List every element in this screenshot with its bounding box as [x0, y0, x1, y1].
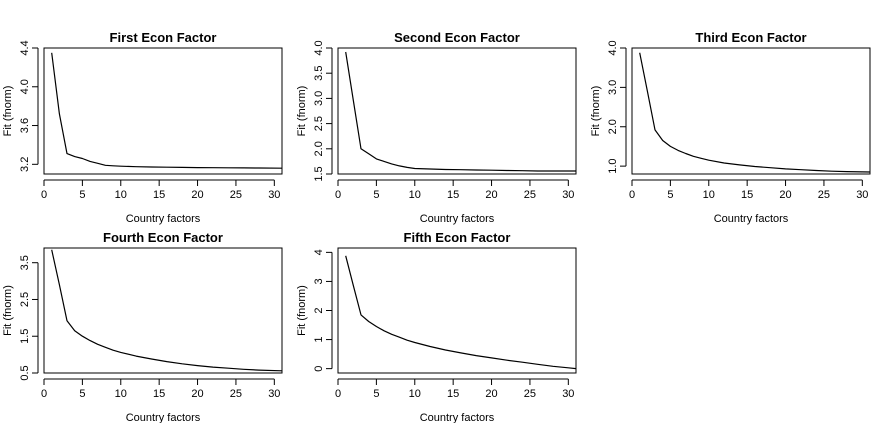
y-tick-label: 3.6 — [19, 118, 31, 133]
x-tick-label: 0 — [629, 189, 635, 201]
series-line — [51, 52, 283, 169]
x-tick-label: 5 — [373, 189, 379, 201]
chart-title: Fifth Econ Factor — [404, 230, 511, 245]
x-tick-label: 20 — [191, 189, 203, 201]
x-tick-label: 30 — [562, 388, 574, 400]
y-tick-label: 1 — [313, 337, 325, 343]
x-axis-label: Country factors — [126, 213, 201, 225]
x-tick-label: 10 — [409, 388, 421, 400]
y-axis-label: Fit (fnorm) — [296, 86, 308, 137]
y-tick-label: 1.5 — [19, 329, 31, 344]
y-tick-label: 1.5 — [313, 166, 325, 181]
x-tick-label: 5 — [373, 388, 379, 400]
plot-frame — [337, 47, 577, 175]
y-tick-label: 2.0 — [313, 141, 325, 156]
x-tick-label: 20 — [779, 189, 791, 201]
x-axis-label: Country factors — [126, 412, 201, 423]
y-tick-label: 3.5 — [313, 66, 325, 81]
x-axis-label: Country factors — [420, 412, 495, 423]
x-axis-label: Country factors — [714, 213, 789, 225]
x-tick-label: 5 — [79, 388, 85, 400]
x-tick-label: 20 — [191, 388, 203, 400]
x-axis-label: Country factors — [420, 213, 495, 225]
y-tick-label: 0 — [313, 366, 325, 372]
x-tick-label: 10 — [115, 388, 127, 400]
y-tick-label: 4.4 — [19, 40, 31, 55]
plot-frame — [337, 247, 577, 374]
x-tick-label: 15 — [741, 189, 753, 201]
y-tick-label: 3.0 — [607, 80, 619, 95]
y-tick-label: 1.0 — [607, 158, 619, 173]
x-tick-label: 10 — [703, 189, 715, 201]
x-tick-label: 15 — [447, 388, 459, 400]
y-axis-label: Fit (fnorm) — [2, 86, 14, 137]
y-tick-label: 4.0 — [19, 79, 31, 94]
x-tick-label: 15 — [153, 388, 165, 400]
x-tick-label: 30 — [268, 388, 280, 400]
x-tick-label: 0 — [41, 189, 47, 201]
y-tick-label: 2.5 — [19, 292, 31, 307]
x-tick-label: 0 — [41, 388, 47, 400]
series-line — [51, 249, 283, 372]
x-tick-label: 25 — [524, 388, 536, 400]
chart-panel-4: Fourth Econ Factor 0 5 10 15 20 25 30 0.5 1.5 2.5 3… — [2, 230, 283, 423]
chart-panel-1: First Econ Factor 0 5 10 15 20 25 30 3.2 3.6 4.0 4.… — [2, 30, 283, 225]
chart-title: First Econ Factor — [110, 30, 217, 45]
x-tick-label: 5 — [79, 189, 85, 201]
y-axis-label: Fit (fnorm) — [590, 86, 602, 137]
y-tick-label: 3.5 — [19, 255, 31, 270]
x-tick-label: 15 — [447, 189, 459, 201]
x-tick-label: 5 — [667, 189, 673, 201]
x-tick-label: 25 — [524, 189, 536, 201]
y-tick-label: 2.0 — [607, 119, 619, 134]
y-axis-label: Fit (fnorm) — [2, 285, 14, 336]
x-tick-label: 30 — [562, 189, 574, 201]
y-tick-label: 3 — [313, 278, 325, 284]
x-tick-label: 30 — [268, 189, 280, 201]
x-tick-label: 10 — [409, 189, 421, 201]
x-tick-label: 25 — [230, 189, 242, 201]
x-tick-label: 25 — [230, 388, 242, 400]
y-axis-label: Fit (fnorm) — [296, 285, 308, 336]
plot-frame — [43, 47, 283, 175]
chart-panel-5: Fifth Econ Factor 0 5 10 15 20 25 30 0 1 2 3 4 Countr… — [296, 230, 577, 423]
y-tick-label: 3.2 — [19, 157, 31, 172]
series-line — [639, 52, 871, 173]
x-tick-label: 30 — [856, 189, 868, 201]
x-tick-label: 20 — [485, 189, 497, 201]
series-line — [345, 51, 576, 172]
y-tick-label: 2.5 — [313, 116, 325, 131]
chart-title: Third Econ Factor — [695, 30, 806, 45]
y-tick-label: 4.0 — [607, 40, 619, 55]
chart-panel-3: Third Econ Factor 0 5 10 15 20 25 30 1.0 2.0 3.0 4.… — [590, 30, 871, 225]
chart-title: Fourth Econ Factor — [103, 230, 223, 245]
plot-frame — [43, 247, 283, 374]
y-tick-label: 4.0 — [313, 40, 325, 55]
series-line — [345, 255, 577, 370]
x-tick-label: 0 — [335, 189, 341, 201]
x-tick-label: 10 — [115, 189, 127, 201]
plot-frame — [631, 47, 871, 175]
y-tick-label: 0.5 — [19, 365, 31, 380]
y-tick-label: 4 — [313, 249, 325, 255]
x-tick-label: 15 — [153, 189, 165, 201]
y-tick-label: 3.0 — [313, 91, 325, 106]
x-tick-label: 20 — [485, 388, 497, 400]
y-tick-label: 2 — [313, 307, 325, 313]
x-tick-label: 0 — [335, 388, 341, 400]
x-tick-label: 25 — [818, 189, 830, 201]
chart-panel-2: Second Econ Factor 0 5 10 15 20 25 30 1.5 2.0 2.5 3… — [296, 30, 577, 225]
chart-title: Second Econ Factor — [394, 30, 520, 45]
